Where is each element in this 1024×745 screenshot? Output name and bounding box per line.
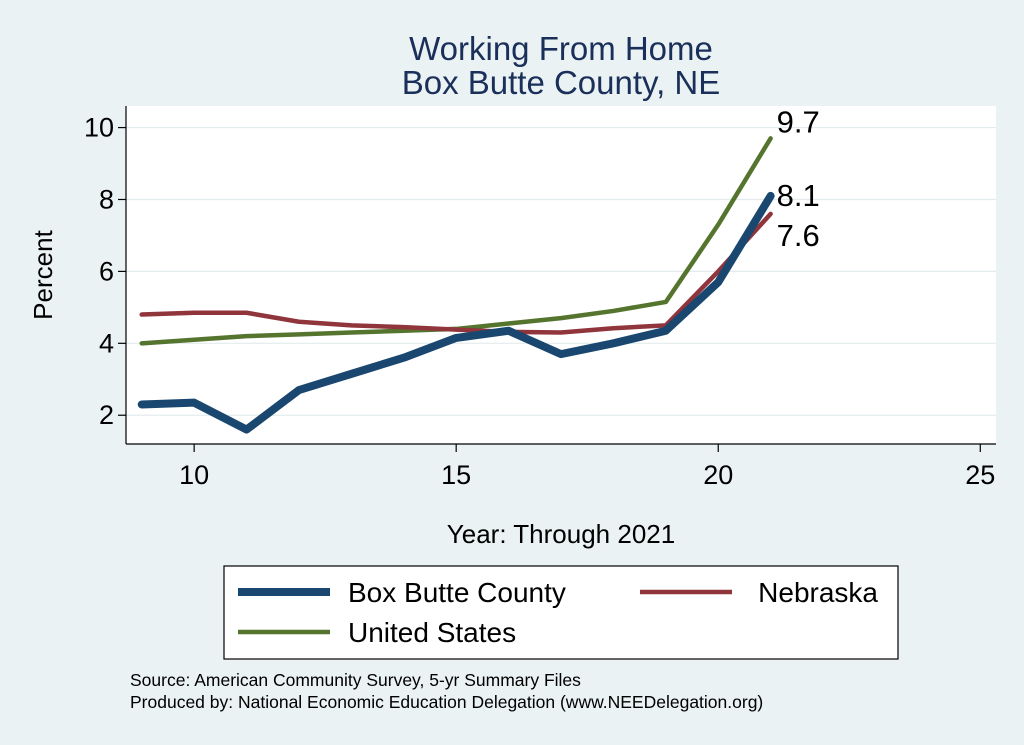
tick-labels: 2 4 6 8 10 10 15 20 25: [84, 113, 995, 490]
x-tick-label: 25: [965, 460, 995, 490]
plot-area: [126, 106, 996, 444]
end-label-nebraska: 7.6: [777, 218, 820, 253]
legend-label: Nebraska: [758, 577, 878, 608]
x-tick-label: 10: [179, 460, 209, 490]
series-line-box-butte-county: [137, 191, 775, 434]
x-tick-label: 20: [703, 460, 733, 490]
producer-note: Produced by: National Economic Education…: [130, 692, 763, 712]
y-tick-label: 4: [99, 328, 114, 358]
legend-box: [223, 565, 899, 660]
legend-label: Box Butte County: [348, 577, 566, 608]
y-tick-label: 2: [99, 400, 114, 430]
end-labels: 8.1 7.6 9.7: [777, 104, 820, 253]
axes: [118, 106, 996, 452]
legend-label: United States: [348, 617, 516, 648]
series-lines: [137, 136, 775, 434]
chart-title-line-2: Box Butte County, NE: [402, 64, 721, 101]
legend: Box Butte County Nebraska United States: [223, 565, 899, 660]
x-tick-label: 15: [441, 460, 471, 490]
y-tick-label: 10: [84, 113, 114, 143]
x-axis-label: Year: Through 2021: [447, 519, 675, 549]
y-axis-label: Percent: [28, 229, 58, 319]
end-label-box-butte-county: 8.1: [777, 178, 820, 213]
y-tick-label: 8: [99, 184, 114, 214]
y-tick-label: 6: [99, 256, 114, 286]
chart-title-line-1: Working From Home: [409, 30, 713, 67]
end-label-united-states: 9.7: [777, 104, 820, 139]
source-note: Source: American Community Survey, 5-yr …: [130, 670, 581, 690]
